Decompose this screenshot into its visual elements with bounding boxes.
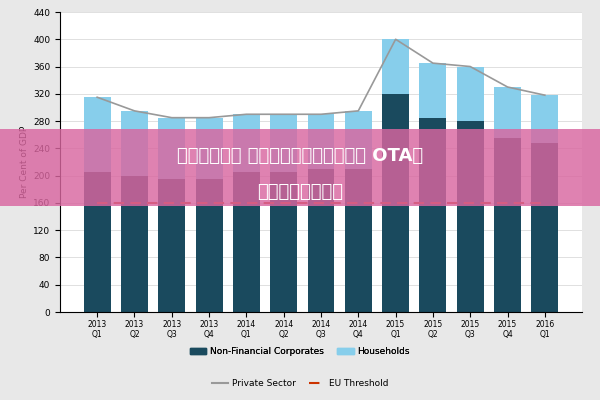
Bar: [494, 87, 521, 138]
Bar: [158, 118, 185, 179]
Bar: [457, 121, 484, 312]
Bar: [233, 114, 260, 172]
Bar: [196, 179, 223, 312]
Bar: [121, 111, 148, 176]
Legend: Private Sector, EU Threshold: Private Sector, EU Threshold: [208, 375, 392, 392]
Bar: [345, 111, 372, 169]
Bar: [270, 172, 297, 312]
Bar: [494, 138, 521, 312]
Bar: [382, 94, 409, 312]
Bar: [308, 169, 334, 312]
Bar: [345, 169, 372, 312]
Legend: Non-Financial Corporates, Households: Non-Financial Corporates, Households: [187, 343, 413, 360]
Bar: [419, 63, 446, 118]
Bar: [532, 143, 558, 312]
Bar: [382, 39, 409, 94]
Bar: [84, 172, 110, 312]
Bar: [270, 114, 297, 172]
Text: 来智能科技新体验: 来智能科技新体验: [257, 184, 343, 202]
Bar: [419, 118, 446, 312]
Bar: [84, 97, 110, 172]
Bar: [457, 66, 484, 121]
Bar: [196, 118, 223, 179]
Bar: [121, 176, 148, 312]
Bar: [308, 114, 334, 169]
Bar: [532, 95, 558, 143]
Text: 安阳股票配资 福特烈马丹霖橙配色首秀 OTA带: 安阳股票配资 福特烈马丹霖橙配色首秀 OTA带: [177, 147, 423, 165]
Y-axis label: Per Cent of GDP: Per Cent of GDP: [20, 126, 29, 198]
Bar: [158, 179, 185, 312]
Bar: [233, 172, 260, 312]
